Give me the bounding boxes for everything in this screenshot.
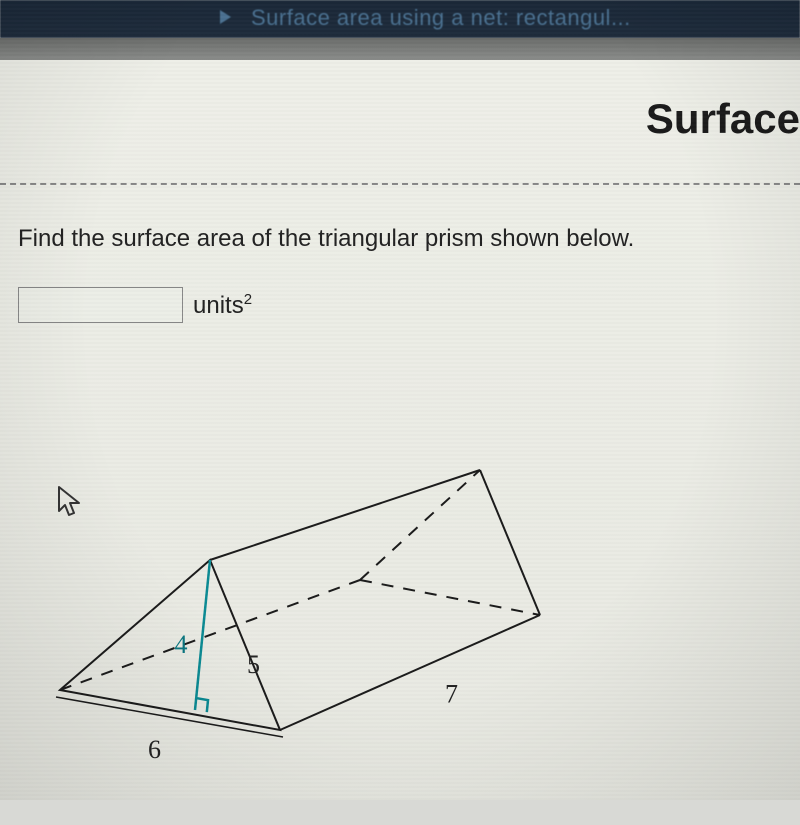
svg-text:7: 7 [445,680,458,709]
browser-tab-bar: Surface area using a net: rectangul... [0,0,800,38]
cursor-icon [55,485,87,530]
prism-diagram: 4 5 6 7 [20,440,580,820]
svg-text:4: 4 [175,630,188,659]
page-title: Surface [0,60,800,183]
answer-row: units2 [0,287,800,323]
answer-input[interactable] [18,287,183,323]
svg-text:5: 5 [247,650,260,679]
question-text: Find the surface area of the triangular … [0,225,800,253]
browser-graybar [0,38,800,60]
page-content: Surface Find the surface area of the tri… [0,60,800,800]
play-icon [220,10,231,24]
tab-title: Surface area using a net: rectangul... [251,5,631,30]
svg-text:6: 6 [148,735,161,764]
units-label: units2 [193,291,252,320]
divider [0,183,800,185]
